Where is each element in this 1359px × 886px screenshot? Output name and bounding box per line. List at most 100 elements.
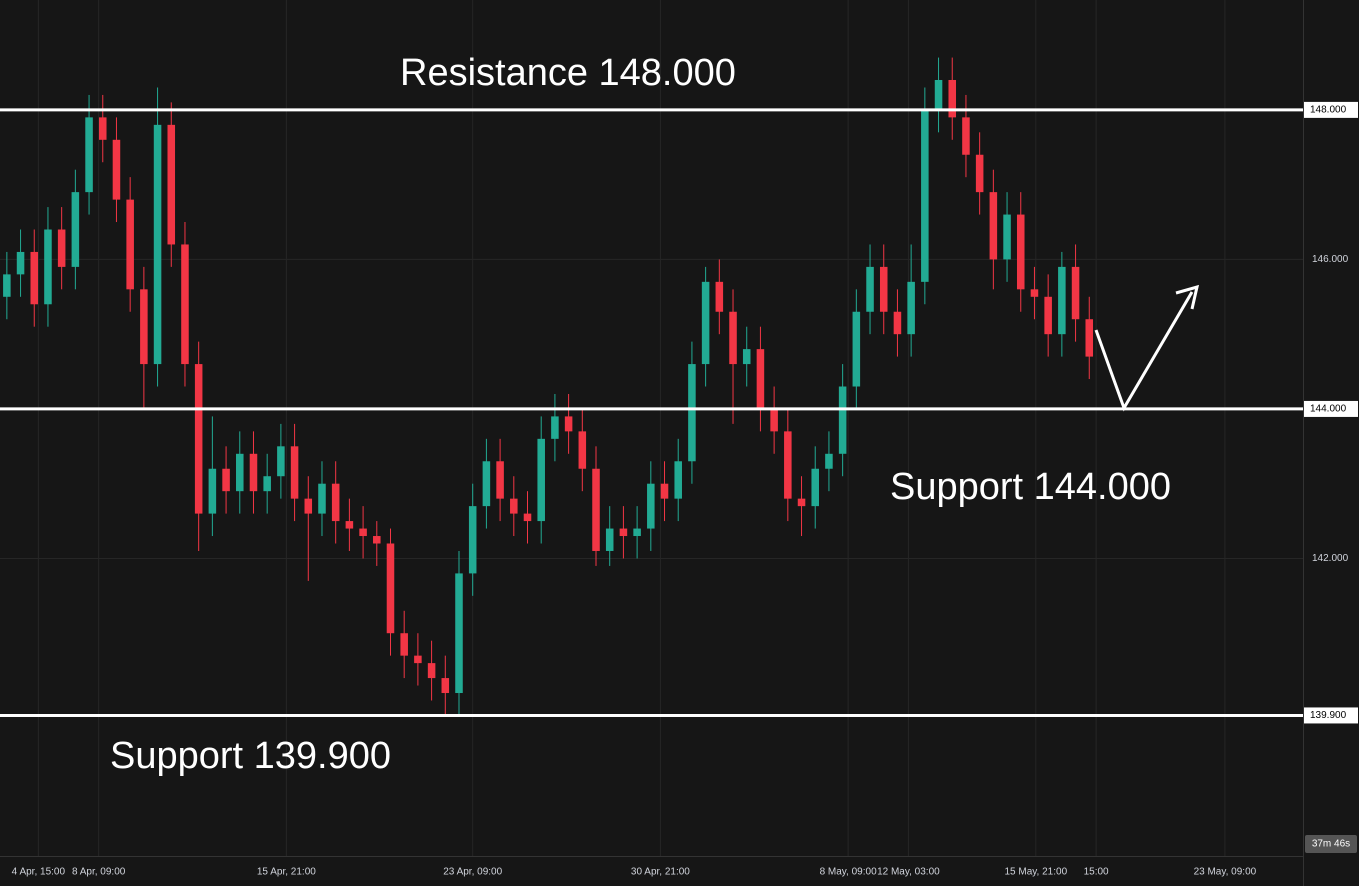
candle-body: [592, 468, 600, 551]
candle-body: [605, 528, 614, 551]
x-tick-label: 15 Apr, 21:00: [257, 867, 316, 878]
candle-body: [551, 416, 559, 439]
candle-body: [263, 476, 271, 492]
candle-body: [633, 528, 641, 537]
candles: [3, 57, 1094, 716]
x-tick-label: 23 May, 09:00: [1194, 867, 1257, 878]
candle-body: [16, 251, 25, 275]
level-tag: [1304, 707, 1358, 724]
candle-body: [167, 124, 176, 245]
candle-body: [455, 573, 463, 694]
candle-body: [112, 139, 121, 200]
candle-body: [71, 192, 80, 267]
candle-body: [893, 311, 902, 335]
y-tick-label: 146.000: [1312, 254, 1349, 265]
level-tag: [1304, 101, 1358, 118]
candle-body: [1016, 214, 1025, 290]
candle-body: [1071, 266, 1080, 320]
candle-body: [619, 528, 628, 537]
axes: 4 Apr, 15:00 8 Apr, 09:00 15 Apr, 21:00 23 …: [12, 101, 1358, 878]
candle-body: [414, 655, 422, 664]
candle-body: [1030, 289, 1039, 297]
candle-body: [564, 416, 573, 432]
candle-body: [523, 513, 532, 522]
candle-body: [1003, 214, 1011, 260]
candle-body: [304, 498, 313, 514]
annotation: Support 139.900: [110, 735, 391, 777]
candle-body: [1058, 266, 1066, 335]
projection-arrow: [1094, 291, 1194, 412]
x-tick-label: 30 Apr, 21:00: [631, 867, 690, 878]
candle-body: [236, 453, 244, 492]
level-label: 139.900: [1310, 710, 1347, 721]
candle-body: [482, 461, 491, 507]
candle-body: [811, 468, 819, 507]
candle-body: [866, 266, 874, 312]
candle-body: [400, 633, 408, 656]
x-tick-label: 15:00: [1084, 867, 1109, 878]
x-tick-label: 8 Apr, 09:00: [72, 867, 126, 878]
candle-body: [674, 461, 682, 499]
candle-body: [660, 483, 669, 499]
candle-body: [879, 266, 888, 312]
countdown-box: [1305, 835, 1357, 853]
candle-body: [208, 468, 217, 514]
candle-body: [318, 483, 326, 514]
candle-body: [496, 461, 504, 499]
candle-body: [921, 109, 929, 282]
x-tick-label: 8 May, 09:00: [820, 867, 878, 878]
candle-body: [441, 678, 450, 694]
candle-body: [140, 289, 148, 365]
candle-body: [852, 311, 861, 387]
candle-body: [57, 229, 66, 267]
countdown: 37m 46s: [1312, 839, 1350, 850]
annotation: Resistance 148.000: [400, 52, 736, 94]
candle-body: [386, 543, 395, 634]
candle-body: [784, 431, 792, 499]
levels: [0, 108, 1303, 717]
candle-body: [989, 192, 998, 260]
candle-body: [373, 536, 381, 544]
x-tick-label: 12 May, 03:00: [877, 867, 940, 878]
candle-body: [797, 498, 806, 507]
candle-body: [222, 468, 230, 492]
candle-body: [277, 446, 285, 477]
candle-body: [345, 521, 354, 529]
candle-body: [359, 528, 367, 537]
candle-body: [331, 483, 340, 522]
arrow-head: [1175, 284, 1200, 310]
candle-body: [153, 124, 162, 365]
level-label: 144.000: [1310, 404, 1347, 415]
candle-body: [742, 349, 751, 365]
candle-body: [468, 506, 477, 574]
candle-body: [825, 453, 833, 469]
candle-body: [85, 117, 93, 193]
candle-body: [249, 453, 258, 492]
candle-body: [688, 364, 696, 462]
candle-body: [98, 117, 107, 140]
level-tag: [1304, 400, 1358, 417]
candle-body: [3, 274, 11, 297]
x-tick-label: 4 Apr, 15:00: [12, 867, 66, 878]
candle-body: [537, 438, 545, 522]
candle-body: [907, 281, 915, 335]
grid: [0, 0, 1303, 856]
candle-body: [1085, 319, 1094, 357]
candle-body: [427, 663, 436, 679]
candle-body: [729, 311, 737, 365]
candle-body: [934, 79, 943, 110]
x-tick-label: 23 Apr, 09:00: [443, 867, 502, 878]
candle-body: [181, 244, 189, 365]
candle-body: [44, 229, 52, 305]
candle-body: [701, 281, 710, 365]
candle-body: [290, 446, 299, 499]
y-tick-label: 142.000: [1312, 553, 1349, 564]
candle-body: [510, 498, 518, 514]
candle-body: [1044, 296, 1052, 335]
candle-body: [647, 483, 655, 529]
candle-body: [194, 364, 203, 514]
candle-body: [838, 386, 847, 454]
candle-body: [770, 408, 778, 432]
